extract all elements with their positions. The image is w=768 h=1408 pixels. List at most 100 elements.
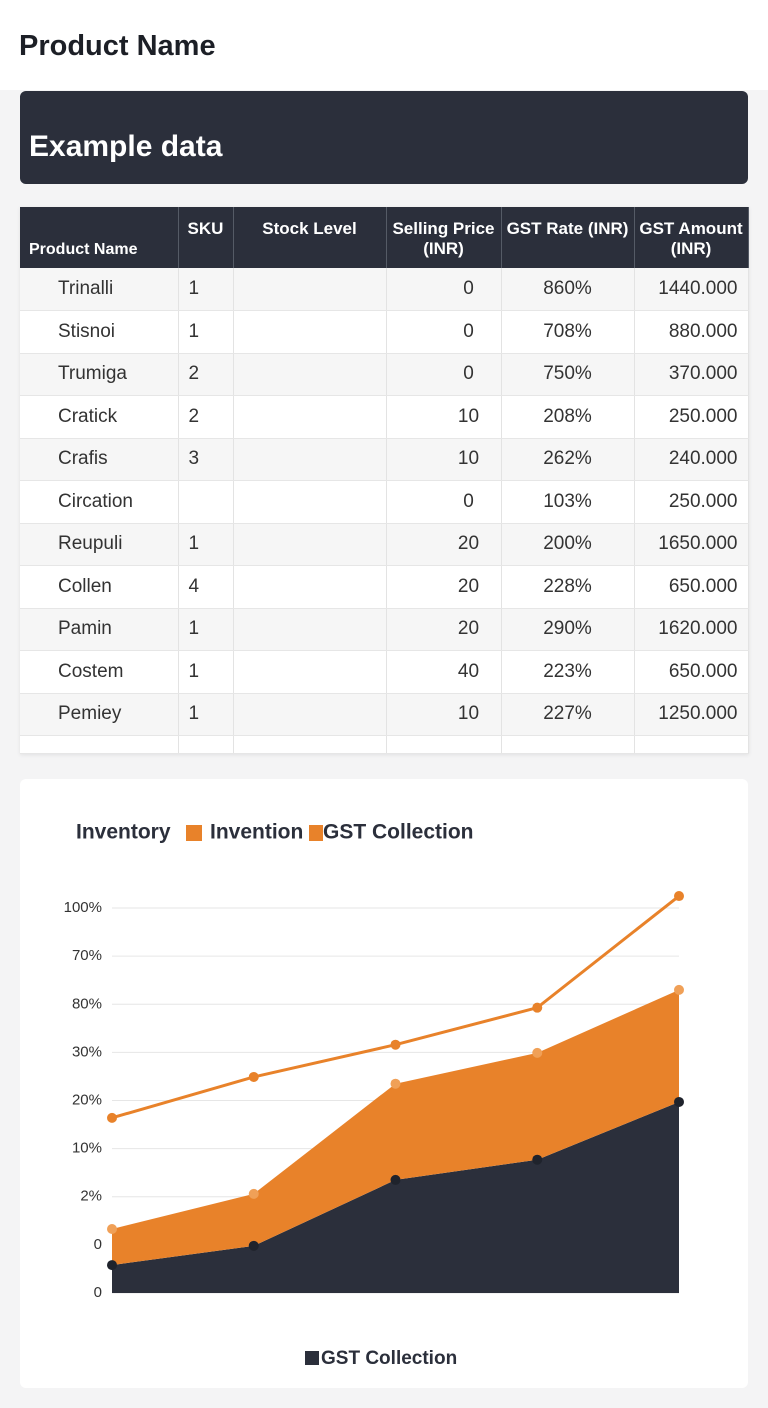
- table-cell: [233, 735, 387, 754]
- table-cell: [233, 480, 387, 524]
- table-cell: 250.000: [634, 395, 749, 439]
- table-header-row: Product Name SKU Stock Level Selling Price …: [20, 207, 749, 268]
- chart: 0 0 2% 10% 20% 30% 80% 70% 100% Inventory Inventio…: [64, 821, 684, 1369]
- table-row: Cratick 2 10 208% 250.000: [20, 395, 749, 439]
- table-cell: [501, 735, 635, 754]
- table-cell: 1440.000: [634, 268, 749, 311]
- table-cell: 3: [178, 438, 234, 481]
- table-row: Reupuli 1 20 200% 1650.000: [20, 523, 749, 566]
- table-cell: Pemiey: [20, 693, 179, 736]
- table-cell: 860%: [501, 268, 635, 311]
- table-cell: 370.000: [634, 353, 749, 396]
- table-cell: Collen: [20, 565, 179, 609]
- point: [674, 984, 684, 995]
- table-cell: [386, 735, 502, 754]
- table-cell: [233, 268, 387, 311]
- legend-swatch: [309, 825, 323, 841]
- table-cell: Circation: [20, 480, 179, 524]
- point: [248, 1071, 259, 1082]
- point: [532, 1154, 543, 1165]
- table-cell: [233, 395, 387, 439]
- table-cell: 650.000: [634, 650, 749, 694]
- table-cell: [178, 735, 234, 754]
- table-row: Costem 1 40 223% 650.000: [20, 650, 749, 694]
- table-cell: 1: [178, 608, 234, 651]
- table-cell: 10: [386, 395, 502, 439]
- area: [112, 1101, 679, 1293]
- table-cell: 1: [178, 693, 234, 736]
- point: [674, 1096, 684, 1107]
- legend-title: Inventory: [76, 821, 171, 844]
- table-cell: 750%: [501, 353, 635, 396]
- table-cell: 208%: [501, 395, 635, 439]
- y-tick-label: 20%: [72, 1091, 102, 1108]
- table-cell: 290%: [501, 608, 635, 651]
- table-cell: 10: [386, 438, 502, 481]
- table-cell: [634, 735, 749, 754]
- y-tick-label: 2%: [80, 1188, 102, 1205]
- point: [107, 1260, 117, 1271]
- y-tick-label: 70%: [72, 947, 102, 964]
- table-cell: [233, 438, 387, 481]
- table-row: [20, 735, 749, 754]
- banner-title: Example data: [29, 130, 223, 163]
- table-row: Stisnoi 1 0 708% 880.000: [20, 310, 749, 354]
- y-tick-label: 0: [94, 1284, 102, 1301]
- table-row: Pemiey 1 10 227% 1250.000: [20, 693, 749, 736]
- table-row: Circation 0 103% 250.000: [20, 480, 749, 524]
- point: [390, 1039, 401, 1050]
- table-cell: Trinalli: [20, 268, 179, 311]
- table-cell: 650.000: [634, 565, 749, 609]
- point: [107, 1224, 117, 1235]
- banner: Example data: [20, 91, 748, 184]
- y-tick-label: 10%: [72, 1140, 102, 1157]
- table-cell: 0: [386, 268, 502, 311]
- column-header: SKU: [178, 207, 234, 268]
- point: [107, 1112, 117, 1123]
- point: [532, 1002, 543, 1013]
- column-header: Stock Level: [233, 207, 387, 268]
- table-cell: [233, 608, 387, 651]
- table-cell: 200%: [501, 523, 635, 566]
- column-header: GST Rate (INR): [501, 207, 635, 268]
- table-row: Collen 4 20 228% 650.000: [20, 565, 749, 609]
- data-table: Product Name SKU Stock Level Selling Price …: [20, 207, 749, 754]
- table-cell: 1650.000: [634, 523, 749, 566]
- table-cell: 20: [386, 608, 502, 651]
- column-header: GST Amount (INR): [634, 207, 749, 268]
- table-cell: 0: [386, 480, 502, 524]
- y-tick-label: 0: [94, 1236, 102, 1253]
- y-tick-label: 80%: [72, 995, 102, 1012]
- table-cell: 1620.000: [634, 608, 749, 651]
- table-cell: 40: [386, 650, 502, 694]
- y-tick-label: 100%: [64, 899, 102, 916]
- legend-label: GST Collection: [321, 1348, 457, 1369]
- table-cell: 250.000: [634, 480, 749, 524]
- table-cell: Reupuli: [20, 523, 179, 566]
- table-cell: 262%: [501, 438, 635, 481]
- table-cell: 227%: [501, 693, 635, 736]
- table-cell: [233, 565, 387, 609]
- y-tick-label: 30%: [72, 1043, 102, 1060]
- table-cell: 20: [386, 523, 502, 566]
- column-header: Product Name: [20, 207, 179, 268]
- table-row: Trinalli 1 0 860% 1440.000: [20, 268, 749, 311]
- table-cell: 1: [178, 268, 234, 311]
- chart-card: 0 0 2% 10% 20% 30% 80% 70% 100% Inventory Inventio…: [20, 779, 748, 1388]
- table-cell: Costem: [20, 650, 179, 694]
- table-cell: Trumiga: [20, 353, 179, 396]
- table-cell: [233, 523, 387, 566]
- table-cell: 1: [178, 650, 234, 694]
- table-cell: Crafis: [20, 438, 179, 481]
- table-cell: [233, 353, 387, 396]
- table-cell: 0: [386, 310, 502, 354]
- table-cell: [233, 310, 387, 354]
- table-cell: 228%: [501, 565, 635, 609]
- table-cell: 20: [386, 565, 502, 609]
- app-header: Product Name: [0, 0, 768, 90]
- legend-swatch: [186, 825, 202, 841]
- table-cell: 10: [386, 693, 502, 736]
- table-body: Trinalli 1 0 860% 1440.000 Stisnoi 1 0 708% 880.0…: [20, 268, 749, 754]
- table-cell: 1: [178, 523, 234, 566]
- table-cell: 1: [178, 310, 234, 354]
